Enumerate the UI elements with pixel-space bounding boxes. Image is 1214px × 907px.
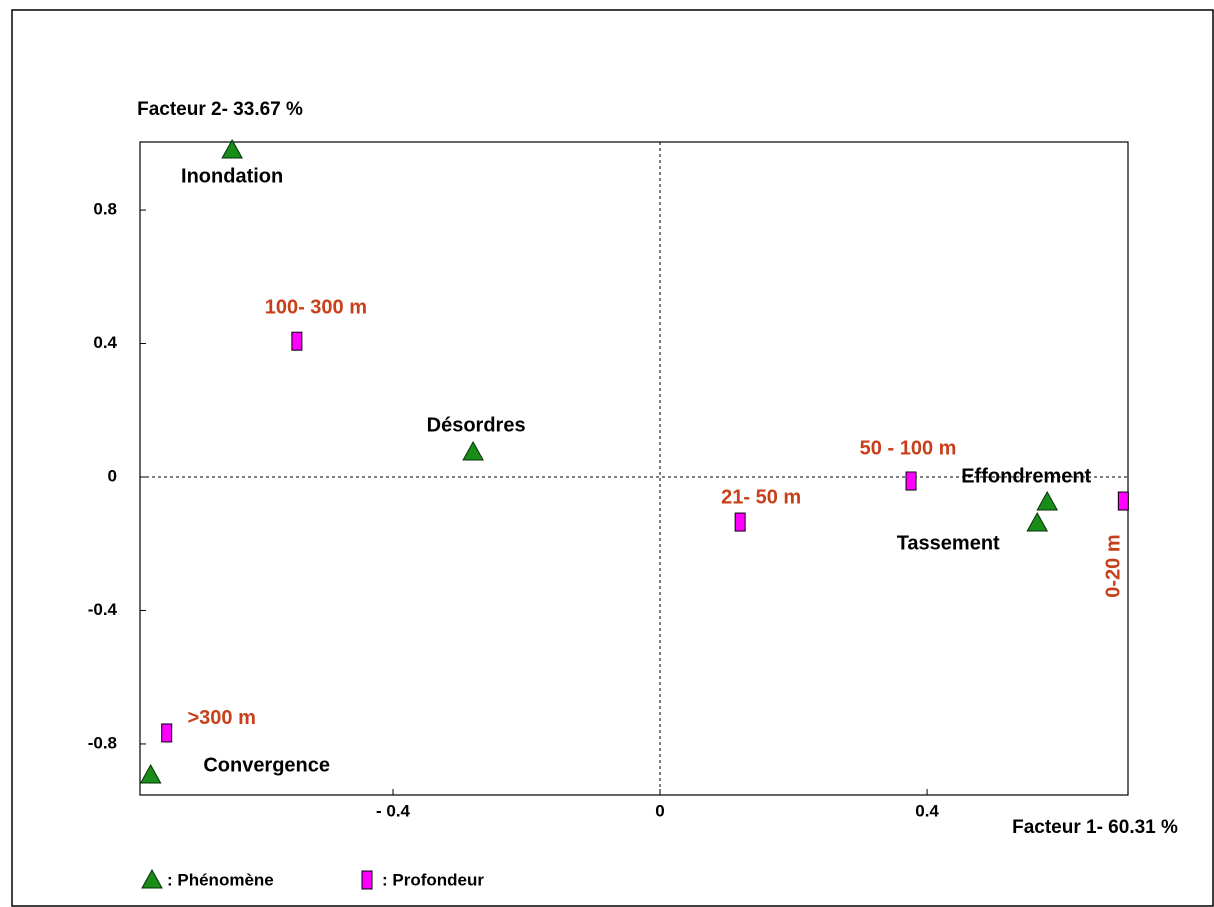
point-label: 100- 300 m [265, 296, 367, 318]
rect-marker [361, 870, 373, 890]
point-label: Désordres [427, 414, 526, 436]
triangle-marker [1036, 491, 1059, 511]
x-tick-label: 0.4 [915, 801, 939, 820]
point-label: 0-20 m [1103, 534, 1125, 597]
triangle-marker [139, 763, 162, 784]
point-label: Effondrement [961, 465, 1091, 487]
plot-area [139, 141, 1129, 796]
y-tick-label: -0.8 [88, 733, 117, 752]
x-axis-label: Facteur 1- 60.31 % [1012, 817, 1178, 838]
y-tick-label: 0 [108, 466, 117, 485]
y-axis-label: Facteur 2- 33.67 % [137, 99, 303, 120]
triangle-marker [221, 138, 243, 159]
y-tick-label: -0.4 [88, 600, 118, 619]
rect-marker [161, 723, 173, 743]
point-label: 50 - 100 m [860, 437, 957, 459]
x-tick-label: 0 [655, 801, 664, 820]
triangle-marker [1026, 512, 1049, 532]
y-tick-label: 0.8 [93, 200, 117, 219]
rect-marker [734, 512, 746, 532]
triangle-marker [141, 868, 163, 889]
frame [11, 9, 1214, 907]
legend-label: : Profondeur [382, 870, 484, 889]
point-label: Convergence [203, 754, 330, 776]
rect-marker [1117, 491, 1129, 511]
triangle-marker [462, 440, 484, 461]
legend-label: : Phénomène [167, 870, 274, 889]
x-tick-label: - 0.4 [376, 801, 411, 820]
point-label: Inondation [181, 165, 283, 187]
y-tick-label: 0.4 [93, 333, 117, 352]
point-label: >300 m [188, 707, 256, 729]
point-label: 21- 50 m [721, 486, 801, 508]
rect-marker [291, 331, 303, 351]
rect-marker [905, 471, 917, 491]
point-label: Tassement [897, 532, 1000, 554]
